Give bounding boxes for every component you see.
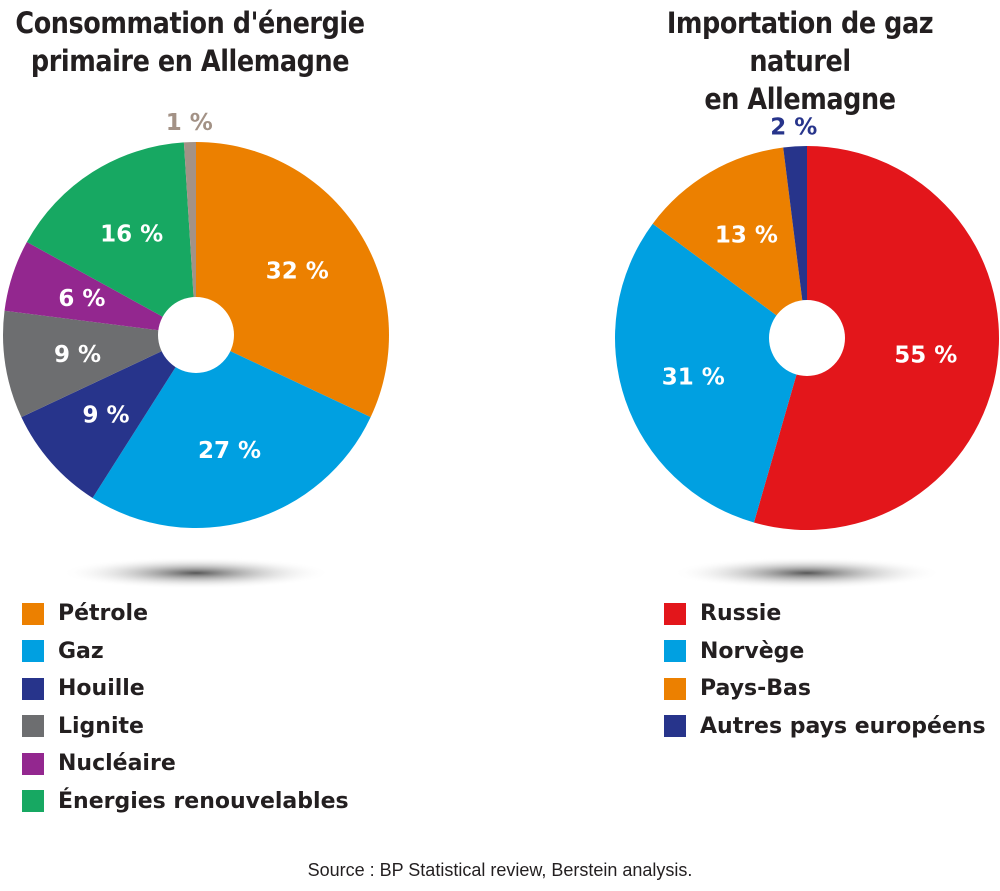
pie-slice-lignite <box>3 310 197 418</box>
title-line: Importation de gaz naturel <box>666 6 934 78</box>
legend-label: Norvège <box>700 638 805 664</box>
title-line: en Allemagne <box>704 82 896 116</box>
slice-label: 13 % <box>715 222 778 248</box>
right-chart-title: Importation de gaz naturel en Allemagne <box>615 4 985 118</box>
donut-hole <box>769 300 845 376</box>
legend-swatch <box>664 602 686 625</box>
legend-item: Norvège <box>664 633 986 671</box>
legend-swatch <box>22 715 44 738</box>
legend-item: Pays-Bas <box>664 670 986 708</box>
title-line: Consommation d'énergie <box>15 6 365 40</box>
legend-swatch <box>664 715 686 738</box>
pie-shadow <box>672 557 942 589</box>
pie-slice-norvège <box>614 223 807 523</box>
legend-swatch <box>22 602 44 625</box>
pie-slice-gaz <box>92 335 371 528</box>
pie-slice-russie <box>753 146 1000 531</box>
legend-swatch <box>664 640 686 663</box>
legend-item: Russie <box>664 595 986 633</box>
legend-item: Nucléaire <box>22 745 349 783</box>
pie-shadow <box>61 557 331 589</box>
legend-item: Autres pays européens <box>664 708 986 746</box>
pie-slice-houille <box>21 335 197 498</box>
pie-slice-énergies-renouvelables <box>26 142 197 335</box>
pie-slice-pays-bas <box>652 147 807 338</box>
pie-slice-other <box>183 142 196 335</box>
legend-label: Pétrole <box>58 601 148 627</box>
source-note: Source : BP Statistical review, Berstein… <box>307 860 693 880</box>
right-legend: Russie Norvège Pays-Bas Autres pays europée… <box>664 595 986 745</box>
slice-label: 1 % <box>166 110 213 136</box>
left-legend: Pétrole Gaz Houille Lignite Nucléaire Énergie… <box>22 595 349 820</box>
legend-swatch <box>22 640 44 663</box>
legend-label: Autres pays européens <box>700 713 986 739</box>
donut-hole <box>158 297 234 373</box>
slice-label: 9 % <box>54 342 101 368</box>
slice-label: 9 % <box>82 402 129 428</box>
legend-item: Houille <box>22 670 349 708</box>
slice-label: 31 % <box>662 364 725 390</box>
slice-label: 27 % <box>198 438 261 464</box>
slice-label: 16 % <box>100 222 163 248</box>
legend-swatch <box>22 677 44 700</box>
legend-label: Houille <box>58 676 145 702</box>
legend-item: Lignite <box>22 708 349 746</box>
title-line: primaire en Allemagne <box>30 44 350 78</box>
legend-label: Énergies renouvelables <box>58 788 349 814</box>
legend-label: Lignite <box>58 713 144 739</box>
legend-swatch <box>22 790 44 813</box>
pie-slice-nucléaire <box>4 242 196 335</box>
legend-label: Gaz <box>58 638 104 664</box>
legend-label: Nucléaire <box>58 751 176 777</box>
legend-label: Russie <box>700 601 782 627</box>
slice-label: 2 % <box>770 114 817 140</box>
legend-swatch <box>664 677 686 700</box>
slice-label: 6 % <box>58 286 105 312</box>
legend-swatch <box>22 752 44 775</box>
slice-label: 55 % <box>894 343 957 369</box>
pie-slice-autres-pays-européens <box>783 146 807 338</box>
legend-item: Pétrole <box>22 595 349 633</box>
slice-label: 32 % <box>266 259 329 285</box>
legend-label: Pays-Bas <box>700 676 811 702</box>
legend-item: Gaz <box>22 633 349 671</box>
legend-item: Énergies renouvelables <box>22 783 349 821</box>
left-chart-title: Consommation d'énergie primaire en Allem… <box>14 4 366 80</box>
pie-slice-pétrole <box>196 142 389 418</box>
